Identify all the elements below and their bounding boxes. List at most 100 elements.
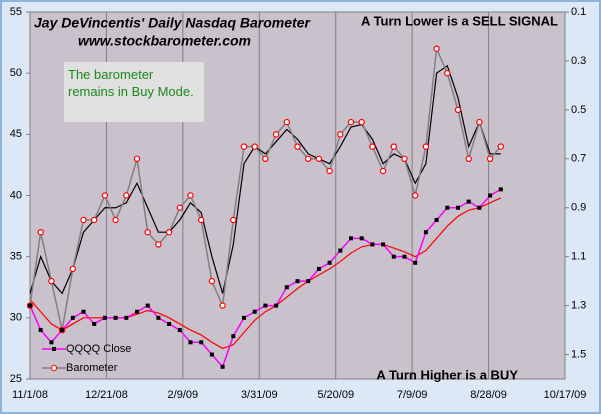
legend-marker	[50, 364, 58, 372]
point	[252, 309, 257, 314]
y2-tick-label: 0.5	[571, 104, 586, 116]
x-tick-label: 3/31/09	[241, 389, 278, 401]
y-tick-label: 30	[10, 312, 22, 324]
x-tick-label: 7/9/09	[397, 389, 428, 401]
y2-tick-label: 0.3	[571, 55, 586, 67]
average-line	[29, 64, 501, 295]
y-tick-label: 45	[10, 128, 22, 140]
y-tick-label: 50	[10, 67, 22, 79]
point	[240, 143, 248, 150]
point	[69, 265, 77, 273]
point	[347, 118, 355, 126]
point	[476, 118, 483, 126]
point	[423, 230, 428, 235]
chart-title: Jay DeVincentis' Daily Nasdaq Barometer	[34, 15, 311, 31]
point	[220, 364, 225, 369]
point	[315, 155, 323, 162]
point	[477, 205, 482, 210]
point	[28, 303, 32, 308]
point	[422, 143, 430, 150]
point	[316, 266, 321, 271]
point	[263, 303, 268, 308]
point	[187, 192, 194, 199]
point	[444, 69, 451, 77]
point	[327, 260, 332, 265]
legend-label: QQQQ Close	[66, 343, 131, 355]
point	[219, 302, 226, 309]
y2-tick-label: 0.1	[571, 6, 586, 18]
point	[465, 155, 472, 162]
point	[369, 143, 376, 150]
point	[391, 254, 396, 259]
point	[326, 167, 333, 175]
point	[358, 118, 365, 126]
point	[370, 242, 375, 247]
point	[199, 340, 204, 345]
point	[133, 155, 141, 162]
point	[209, 352, 214, 357]
point	[37, 228, 44, 236]
y-tick-label: 40	[10, 189, 22, 201]
point	[176, 204, 183, 211]
point	[338, 248, 343, 253]
y2-tick-label: 1.1	[571, 251, 586, 263]
point	[135, 309, 139, 314]
point	[251, 143, 258, 150]
x-tick-label: 2/9/09	[168, 389, 199, 401]
legend-label: Barometer	[66, 362, 118, 374]
point	[81, 309, 86, 314]
y-tick-label: 35	[10, 251, 22, 263]
y-tick-label: 25	[10, 373, 22, 385]
point	[413, 260, 418, 265]
point	[145, 303, 150, 308]
point	[283, 118, 290, 126]
y-tick-label: 55	[10, 6, 22, 18]
x-tick-label: 5/20/09	[317, 389, 354, 401]
point	[197, 216, 205, 224]
point	[155, 241, 162, 248]
note-box: The barometer remains in Buy Mode.	[64, 62, 204, 122]
point	[124, 315, 129, 320]
point	[456, 205, 460, 210]
point	[466, 199, 471, 204]
point	[49, 340, 54, 345]
legend-marker	[52, 347, 56, 351]
point	[284, 285, 289, 290]
y2-tick-label: 0.7	[571, 153, 586, 165]
point	[305, 155, 312, 162]
point	[412, 192, 419, 199]
point	[433, 45, 440, 52]
point	[272, 131, 280, 138]
point	[454, 106, 462, 114]
point	[92, 321, 97, 326]
point	[112, 216, 119, 224]
point	[80, 216, 87, 224]
point	[208, 277, 216, 285]
x-tick-label: 11/1/08	[12, 389, 48, 401]
point	[381, 242, 386, 247]
point	[38, 328, 43, 333]
point	[70, 315, 75, 320]
point	[123, 192, 130, 199]
point	[337, 131, 344, 138]
point	[349, 236, 353, 241]
point	[306, 279, 311, 284]
point	[167, 321, 172, 326]
point	[144, 228, 151, 236]
point	[231, 334, 236, 339]
point	[434, 217, 439, 222]
point	[445, 205, 450, 210]
point	[165, 228, 173, 236]
point	[359, 236, 364, 241]
chart-subtitle: www.stockbarometer.com	[78, 33, 251, 49]
point	[488, 193, 493, 198]
point	[497, 143, 504, 150]
point	[262, 155, 269, 162]
point	[156, 315, 161, 320]
point	[486, 155, 494, 162]
x-tick-label: 10/17/09	[544, 389, 587, 401]
sell-annotation: A Turn Lower is a SELL SIGNAL	[361, 13, 558, 28]
point	[48, 277, 55, 285]
